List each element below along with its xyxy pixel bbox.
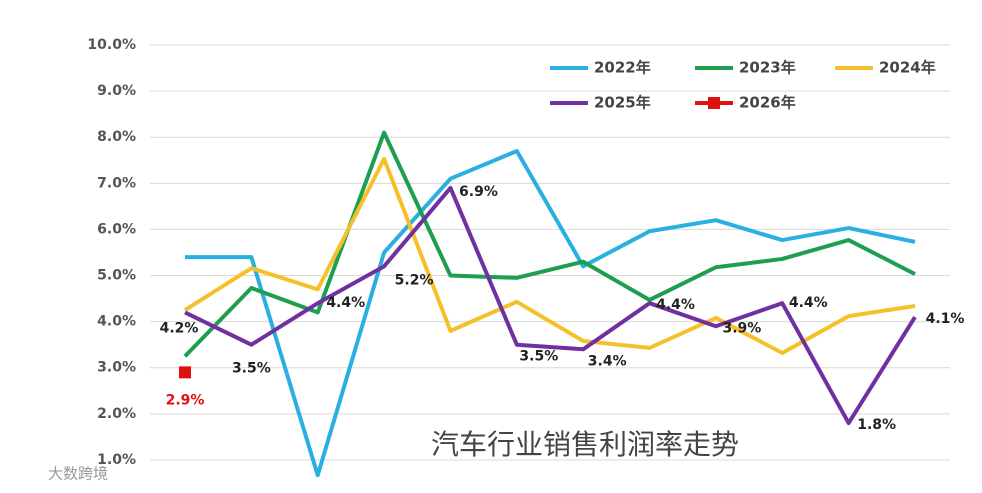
data-label: 3.5% [232, 361, 271, 377]
data-label: 6.9% [459, 184, 498, 200]
data-label: 2.9% [166, 392, 205, 408]
data-label: 3.9% [722, 320, 761, 336]
y-tick-label: 6.0% [97, 221, 136, 237]
legend-label: 2026年 [739, 94, 796, 112]
data-label: 5.2% [395, 272, 434, 288]
y-tick-label: 9.0% [97, 83, 136, 99]
watermark: 大数跨境 [48, 465, 108, 483]
y-tick-label: 2.0% [97, 406, 136, 422]
y-tick-label: 8.0% [97, 129, 136, 145]
legend-label: 2023年 [739, 59, 796, 77]
legend-label: 2022年 [594, 59, 651, 77]
y-tick-label: 4.0% [97, 314, 136, 330]
data-label: 4.4% [656, 297, 695, 313]
y-tick-label: 3.0% [97, 360, 136, 376]
series-line [183, 156, 916, 355]
data-label: 4.4% [789, 295, 828, 311]
data-label: 4.2% [160, 320, 199, 336]
y-tick-label: 5.0% [97, 268, 136, 284]
data-label: 4.1% [926, 311, 965, 327]
legend-marker [708, 97, 720, 109]
series-line [185, 149, 916, 478]
data-label: 4.4% [326, 295, 365, 311]
y-tick-label: 10.0% [87, 37, 136, 53]
data-label: 3.4% [588, 353, 627, 369]
legend-label: 2025年 [594, 94, 651, 112]
y-tick-label: 7.0% [97, 175, 136, 191]
legend-label: 2024年 [879, 59, 936, 77]
chart-title: 汽车行业销售利润率走势 [431, 428, 739, 461]
series-marker [179, 366, 191, 379]
data-label: 1.8% [857, 417, 896, 433]
series-line [184, 185, 917, 426]
y-tick-label: 1.0% [97, 452, 136, 468]
data-label: 3.5% [519, 349, 558, 365]
